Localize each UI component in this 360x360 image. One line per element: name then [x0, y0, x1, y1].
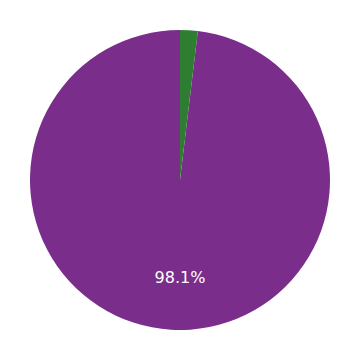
svg-text:98.1%: 98.1% [155, 268, 206, 287]
